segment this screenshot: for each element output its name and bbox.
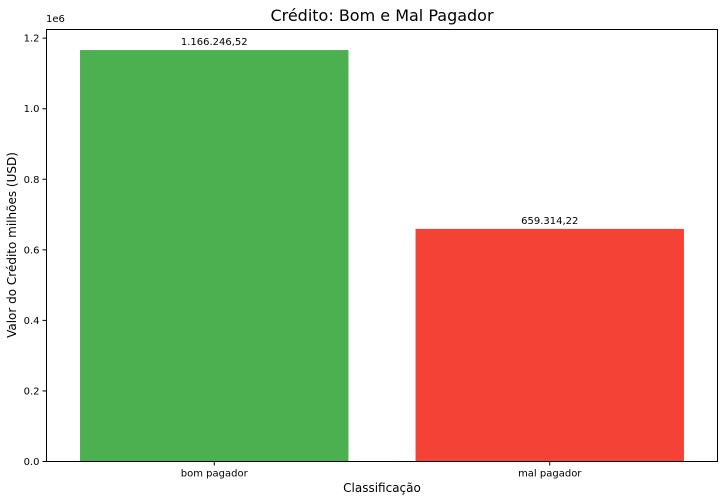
y-tick-label: 0.2 bbox=[24, 386, 40, 397]
x-axis-label: Classificação bbox=[343, 481, 421, 495]
x-tick-label: bom pagador bbox=[181, 469, 249, 480]
y-tick-label: 1.0 bbox=[24, 104, 40, 115]
y-tick-label: 0.0 bbox=[24, 457, 40, 468]
bar-value-label: 1.166.246,52 bbox=[181, 37, 248, 48]
y-scale-label: 1e6 bbox=[46, 14, 65, 25]
y-tick-label: 1.2 bbox=[24, 34, 40, 45]
x-tick-label: mal pagador bbox=[518, 469, 582, 480]
bars-group bbox=[80, 50, 684, 462]
bar-1 bbox=[80, 50, 349, 462]
y-tick-label: 0.6 bbox=[24, 245, 40, 256]
value-labels-group: 1.166.246,52 659.314,22 bbox=[181, 37, 579, 227]
x-axis: bom pagador mal pagador bbox=[181, 461, 582, 480]
y-axis: 0.0 0.2 0.4 0.6 0.8 1.0 1.2 bbox=[24, 34, 47, 468]
plot-frame bbox=[46, 29, 718, 462]
chart-title: Crédito: Bom e Mal Pagador bbox=[270, 6, 494, 25]
y-axis-label: Valor do Crédito milhões (USD) bbox=[5, 152, 19, 338]
y-tick-label: 0.4 bbox=[24, 316, 40, 327]
y-tick-label: 0.8 bbox=[24, 175, 40, 186]
bar-value-label: 659.314,22 bbox=[521, 216, 578, 227]
bar-2 bbox=[415, 228, 684, 462]
